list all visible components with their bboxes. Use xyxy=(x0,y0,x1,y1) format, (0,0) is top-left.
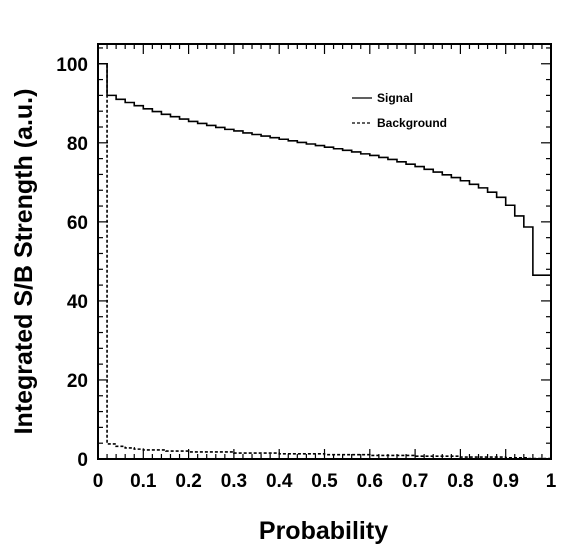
tick-labels: 0 0.1 0.2 0.3 0.4 0.5 0.6 0.7 0.8 0.9 1 0 20 40 60 80 10… xyxy=(56,55,556,492)
y-tick-label: 0 xyxy=(77,450,88,471)
x-tick-label: 0.6 xyxy=(357,471,383,492)
x-tick-label: 0.9 xyxy=(492,471,518,492)
y-tick-label: 80 xyxy=(67,134,88,155)
plot-frame xyxy=(97,43,552,460)
x-axis-title: Probability xyxy=(259,517,388,545)
x-tick-label: 0 xyxy=(93,471,104,492)
x-tick-label: 0.7 xyxy=(402,471,428,492)
series-layer xyxy=(98,62,551,460)
series-signal-line xyxy=(98,62,551,277)
x-tick-label: 0.3 xyxy=(221,471,247,492)
legend-label-signal: Signal xyxy=(377,91,413,105)
y-tick-label: 40 xyxy=(67,292,88,313)
x-tick-label: 0.1 xyxy=(130,471,157,492)
x-tick-label: 1 xyxy=(546,471,557,492)
y-tick-label: 60 xyxy=(67,213,88,234)
x-tick-label: 0.2 xyxy=(175,471,201,492)
legend-label-background: Background xyxy=(377,116,447,130)
y-axis-title: Integrated S/B Strength (a.u.) xyxy=(10,89,38,435)
y-tick-label: 100 xyxy=(56,55,88,76)
x-tick-label: 0.4 xyxy=(266,471,293,492)
y-tick-label: 20 xyxy=(67,371,88,392)
x-tick-label: 0.5 xyxy=(311,471,338,492)
legend: Signal Background xyxy=(352,91,447,130)
series-background-line xyxy=(98,62,551,460)
x-tick-label: 0.8 xyxy=(447,471,473,492)
axis-ticks xyxy=(97,44,552,460)
plot-border xyxy=(97,43,552,460)
